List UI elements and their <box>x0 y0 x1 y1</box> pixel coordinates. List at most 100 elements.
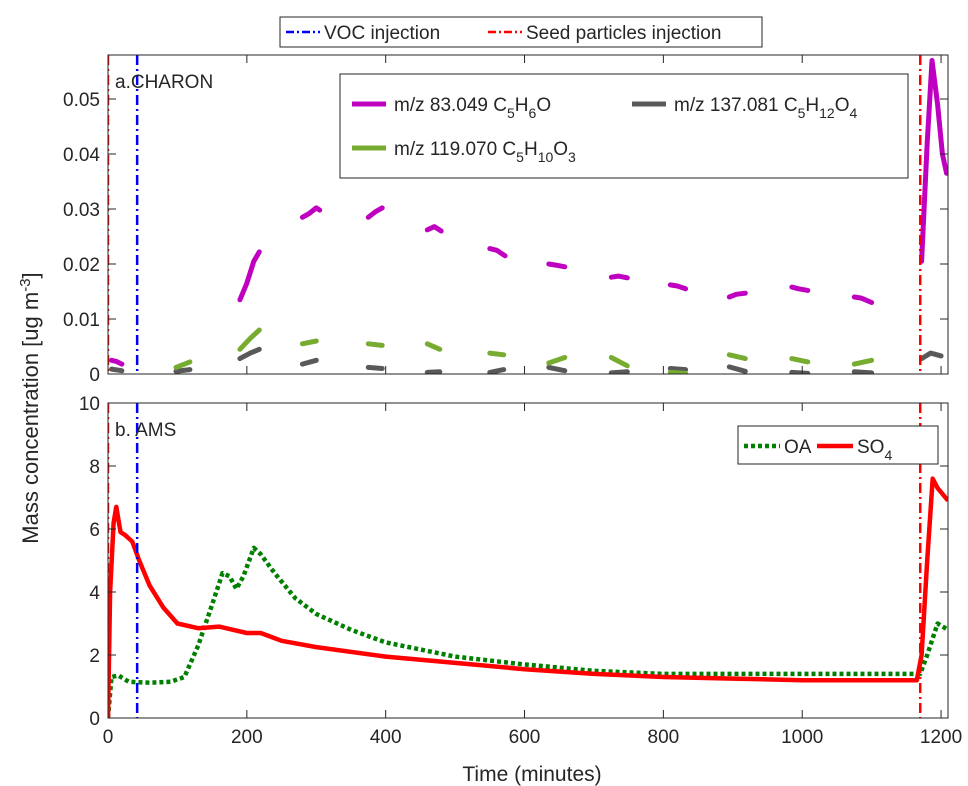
plot-content <box>108 403 948 718</box>
legend-text: H <box>524 139 538 160</box>
series-line-m-z-137-081-c5h12o4 <box>237 346 262 362</box>
series-line-m-z-83-049-c5h6o <box>546 261 568 270</box>
series-line-m-z-83-049-c5h6o <box>299 205 323 220</box>
legend-subscript: 10 <box>538 149 554 165</box>
panel-label: b. AMS <box>115 420 176 441</box>
legend-label: m/z 83.049 C5H6O <box>394 95 551 121</box>
series-line-m-z-137-081-c5h12o4 <box>424 369 443 374</box>
legend-text: SO <box>857 437 884 458</box>
legend-label: OA <box>784 437 812 458</box>
series-line-m-z-119-070-c5h10o3 <box>173 359 193 370</box>
series-line-m-z-83-049-c5h6o <box>487 246 508 259</box>
series-line-m-z-83-049-c5h6o <box>424 224 444 234</box>
series-line-m-z-83-049-c5h6o <box>109 357 125 367</box>
top-legend-entry: Seed particles injection <box>488 23 721 44</box>
y-tick-label: 0.04 <box>63 145 100 166</box>
series-line-m-z-137-081-c5h12o4 <box>546 364 568 374</box>
series-line-m-z-83-049-c5h6o <box>789 284 811 293</box>
legend-entry: OA <box>744 437 812 458</box>
series-line-m-z-119-070-c5h10o3 <box>851 357 875 367</box>
y-tick-label: 0.03 <box>63 200 100 221</box>
y-label-text: ] <box>18 272 43 278</box>
y-tick-label: 6 <box>89 520 100 541</box>
top-legend: VOC injection Seed particles injection <box>279 16 763 48</box>
y-tick-label: 2 <box>89 646 100 667</box>
top-legend-label: Seed particles injection <box>526 23 721 44</box>
top-legend-label: VOC injection <box>324 23 440 44</box>
series-line-m-z-119-070-c5h10o3 <box>487 350 507 358</box>
series-line-m-z-83-049-c5h6o <box>726 290 748 300</box>
series-line-m-z-83-049-c5h6o <box>851 294 875 305</box>
series-line-m-z-119-070-c5h10o3 <box>726 352 748 362</box>
legend-subscript: 5 <box>798 105 806 121</box>
series-line-m-z-83-049-c5h6o <box>919 58 948 264</box>
y-tick-label: 0 <box>89 709 100 730</box>
series-line-m-z-119-070-c5h10o3 <box>608 355 630 369</box>
series-line-m-z-137-081-c5h12o4 <box>365 364 385 371</box>
plot-frame <box>107 54 949 375</box>
series-line-m-z-83-049-c5h6o <box>365 205 385 220</box>
series-line-m-z-137-081-c5h12o4 <box>173 367 193 374</box>
y-axis-label: Mass concentration [ug m-3] <box>17 272 43 543</box>
series-line-m-z-83-049-c5h6o <box>237 249 262 303</box>
x-tick-label: 600 <box>509 727 541 748</box>
legend-entry: SO4 <box>817 437 892 463</box>
legend-label: m/z 119.070 C5H10O3 <box>394 139 576 165</box>
y-tick-label: 0 <box>89 365 100 386</box>
series-line-m-z-137-081-c5h12o4 <box>851 369 875 374</box>
series-line-m-z-83-049-c5h6o <box>667 282 689 292</box>
x-tick-label: 400 <box>370 727 402 748</box>
legend-text: m/z 83.049 C <box>394 95 507 116</box>
series-line-m-z-119-070-c5h10o3 <box>424 341 443 352</box>
legend-entry: m/z 137.081 C5H12O4 <box>632 95 857 121</box>
legend-text: m/z 119.070 C <box>394 139 516 160</box>
legend-label: m/z 137.081 C5H12O4 <box>674 95 857 121</box>
y-label-exponent: -3 <box>17 278 34 291</box>
y-label-text: Mass concentration [ug m <box>18 292 43 544</box>
panel-label: a.CHARON <box>115 72 213 93</box>
top-legend-entry: VOC injection <box>286 23 440 44</box>
x-axis-label: Time (minutes) <box>462 763 601 786</box>
y-tick-label: 10 <box>79 394 100 415</box>
legend-text: O <box>553 139 568 160</box>
legend-text: m/z 137.081 C <box>674 95 798 116</box>
series-line-m-z-137-081-c5h12o4 <box>667 366 689 373</box>
plot-frame <box>107 402 949 719</box>
x-tick-label: 200 <box>231 727 263 748</box>
panel-a-charon: 0 0.01 0.02 0.03 0.04 0.05 a.CHARON m/z 83.049 … <box>63 54 949 386</box>
legend-text: H <box>515 95 529 116</box>
plot-content <box>108 55 948 374</box>
x-tick-label: 1000 <box>781 727 823 748</box>
legend-subscript: 5 <box>507 105 515 121</box>
series-line-m-z-137-081-c5h12o4 <box>789 369 811 374</box>
x-tick-label: 800 <box>648 727 680 748</box>
legend-subscript: 3 <box>568 149 576 165</box>
series-line-m-z-137-081-c5h12o4 <box>608 369 630 374</box>
series-line-m-z-119-070-c5h10o3 <box>299 338 319 347</box>
series-line-m-z-137-081-c5h12o4 <box>109 366 125 374</box>
series-line-m-z-137-081-c5h12o4 <box>299 357 319 367</box>
y-tick-label: 0.05 <box>63 90 100 111</box>
series-line-m-z-137-081-c5h12o4 <box>487 367 507 374</box>
legend-box <box>339 73 909 179</box>
legend-subscript: 5 <box>516 149 524 165</box>
series-line-m-z-119-070-c5h10o3 <box>546 355 568 366</box>
legend-label: SO4 <box>857 437 892 463</box>
series-line-m-z-119-070-c5h10o3 <box>237 327 262 352</box>
legend-subscript: 4 <box>849 105 857 121</box>
series-line-m-z-119-070-c5h10o3 <box>667 369 689 374</box>
legend-text: O <box>536 95 551 116</box>
series-line-so4 <box>108 476 948 718</box>
legend-subscript: 12 <box>819 105 835 121</box>
y-tick-label: 4 <box>89 583 100 604</box>
series-line-m-z-83-049-c5h6o <box>608 273 630 281</box>
legend-text: O <box>835 95 850 116</box>
y-tick-label: 0.01 <box>63 310 100 331</box>
legend-entry: m/z 119.070 C5H10O3 <box>352 139 576 165</box>
y-tick-label: 8 <box>89 457 100 478</box>
legend-text: H <box>805 95 819 116</box>
series-line-m-z-137-081-c5h12o4 <box>726 364 748 374</box>
series-line-m-z-119-070-c5h10o3 <box>789 356 811 365</box>
